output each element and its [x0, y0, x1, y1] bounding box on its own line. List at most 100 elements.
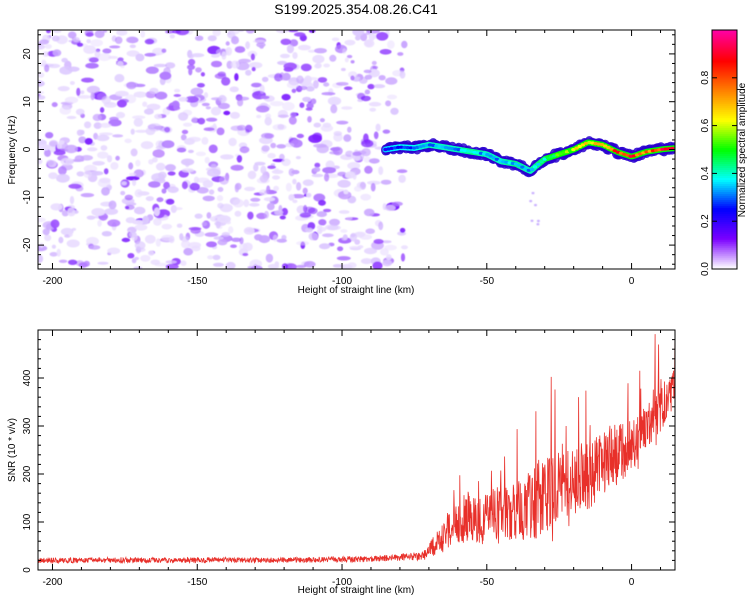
noise-speckle — [102, 48, 112, 54]
noise-speckle — [360, 193, 372, 201]
noise-speckle — [56, 173, 70, 183]
noise-speckle — [69, 81, 75, 85]
ridge-core — [517, 164, 522, 168]
colorbar-step — [712, 219, 737, 222]
noise-speckle — [368, 33, 376, 41]
colorbar-step — [712, 197, 737, 200]
noise-speckle — [252, 39, 266, 44]
noise-speckle — [337, 179, 351, 188]
colorbar-step — [712, 171, 737, 174]
noise-speckle — [84, 121, 92, 129]
noise-speckle — [115, 90, 129, 97]
noise-speckle — [217, 239, 228, 246]
snr-frame — [37, 329, 676, 571]
noise-speckle — [323, 82, 330, 87]
noise-speckle — [201, 102, 210, 107]
noise-speckle — [133, 118, 143, 127]
noise-speckle — [86, 236, 99, 246]
x-tick-label: -100 — [332, 577, 352, 588]
noise-speckle — [343, 86, 353, 91]
noise-speckle — [322, 122, 332, 128]
noise-speckle — [216, 195, 224, 202]
noise-speckle — [531, 191, 535, 195]
noise-speckle — [307, 49, 316, 53]
noise-speckle — [66, 115, 77, 120]
noise-speckle — [205, 117, 218, 122]
colorbar-step — [712, 259, 737, 262]
colorbar-step — [712, 241, 737, 244]
noise-speckle — [126, 81, 137, 90]
noise-speckle — [230, 60, 240, 69]
noise-speckle — [161, 234, 175, 241]
noise-speckle — [109, 116, 119, 122]
noise-speckle — [117, 57, 124, 62]
colorbar-step — [712, 159, 737, 163]
colorbar-tick-label: 0.8 — [700, 70, 711, 84]
noise-speckle — [397, 52, 404, 56]
noise-speckle — [250, 265, 263, 269]
noise-speckle — [276, 238, 287, 243]
noise-speckle — [97, 219, 102, 227]
noise-speckle — [256, 114, 262, 119]
noise-speckle — [58, 259, 68, 263]
ridge-core — [606, 146, 611, 150]
noise-speckle — [385, 77, 398, 85]
noise-speckle — [250, 53, 255, 61]
noise-speckle — [386, 94, 398, 100]
noise-speckle — [80, 193, 95, 198]
ridge-core — [609, 147, 614, 151]
noise-speckle — [38, 217, 46, 223]
noise-speckle — [161, 140, 175, 149]
noise-speckle — [281, 158, 291, 167]
noise-speckle — [347, 262, 357, 269]
noise-speckle — [145, 66, 159, 74]
noise-speckle — [52, 49, 62, 57]
noise-speckle — [90, 39, 103, 47]
noise-speckle — [364, 40, 373, 47]
colorbar-step — [712, 229, 737, 232]
colorbar-step — [712, 225, 737, 228]
noise-speckle — [336, 82, 349, 86]
noise-speckle — [313, 122, 322, 128]
noise-speckle — [161, 188, 167, 194]
noise-speckle — [179, 233, 184, 241]
noise-speckle — [149, 87, 159, 94]
noise-speckle — [285, 263, 297, 269]
noise-speckle — [195, 151, 206, 157]
noise-speckle — [295, 264, 307, 269]
noise-speckle — [238, 58, 252, 64]
noise-speckle — [308, 30, 316, 33]
noise-speckle — [338, 237, 352, 244]
noise-speckle — [306, 102, 314, 109]
colorbar-step — [712, 113, 737, 117]
noise-speckle — [266, 202, 275, 211]
noise-speckle — [264, 133, 275, 139]
ridge-core — [396, 145, 401, 149]
noise-speckle — [121, 181, 127, 186]
noise-speckle — [69, 196, 75, 205]
noise-speckle — [247, 170, 257, 180]
colorbar-step — [712, 261, 737, 264]
noise-speckle — [165, 260, 177, 264]
colorbar-step — [712, 251, 737, 254]
noise-speckle — [134, 256, 140, 261]
noise-speckle — [239, 146, 250, 154]
noise-speckle — [322, 233, 334, 238]
noise-speckle — [181, 168, 194, 173]
noise-speckle — [114, 74, 125, 83]
noise-speckle — [251, 66, 256, 72]
noise-speckle — [230, 244, 237, 248]
y-tick-label: 20 — [22, 48, 33, 60]
noise-speckle — [188, 242, 202, 249]
noise-speckle — [59, 66, 73, 75]
noise-speckle — [319, 118, 325, 123]
noise-speckle — [529, 199, 533, 203]
colorbar-step — [712, 109, 737, 113]
noise-speckle — [150, 259, 161, 265]
noise-speckle — [245, 69, 252, 76]
noise-speckle — [281, 93, 291, 101]
colorbar-step — [712, 185, 737, 188]
noise-speckle — [299, 212, 312, 218]
noise-speckle — [310, 98, 317, 105]
spectrogram-x-axis: -200 -150 -100 -50 0 — [42, 30, 662, 287]
